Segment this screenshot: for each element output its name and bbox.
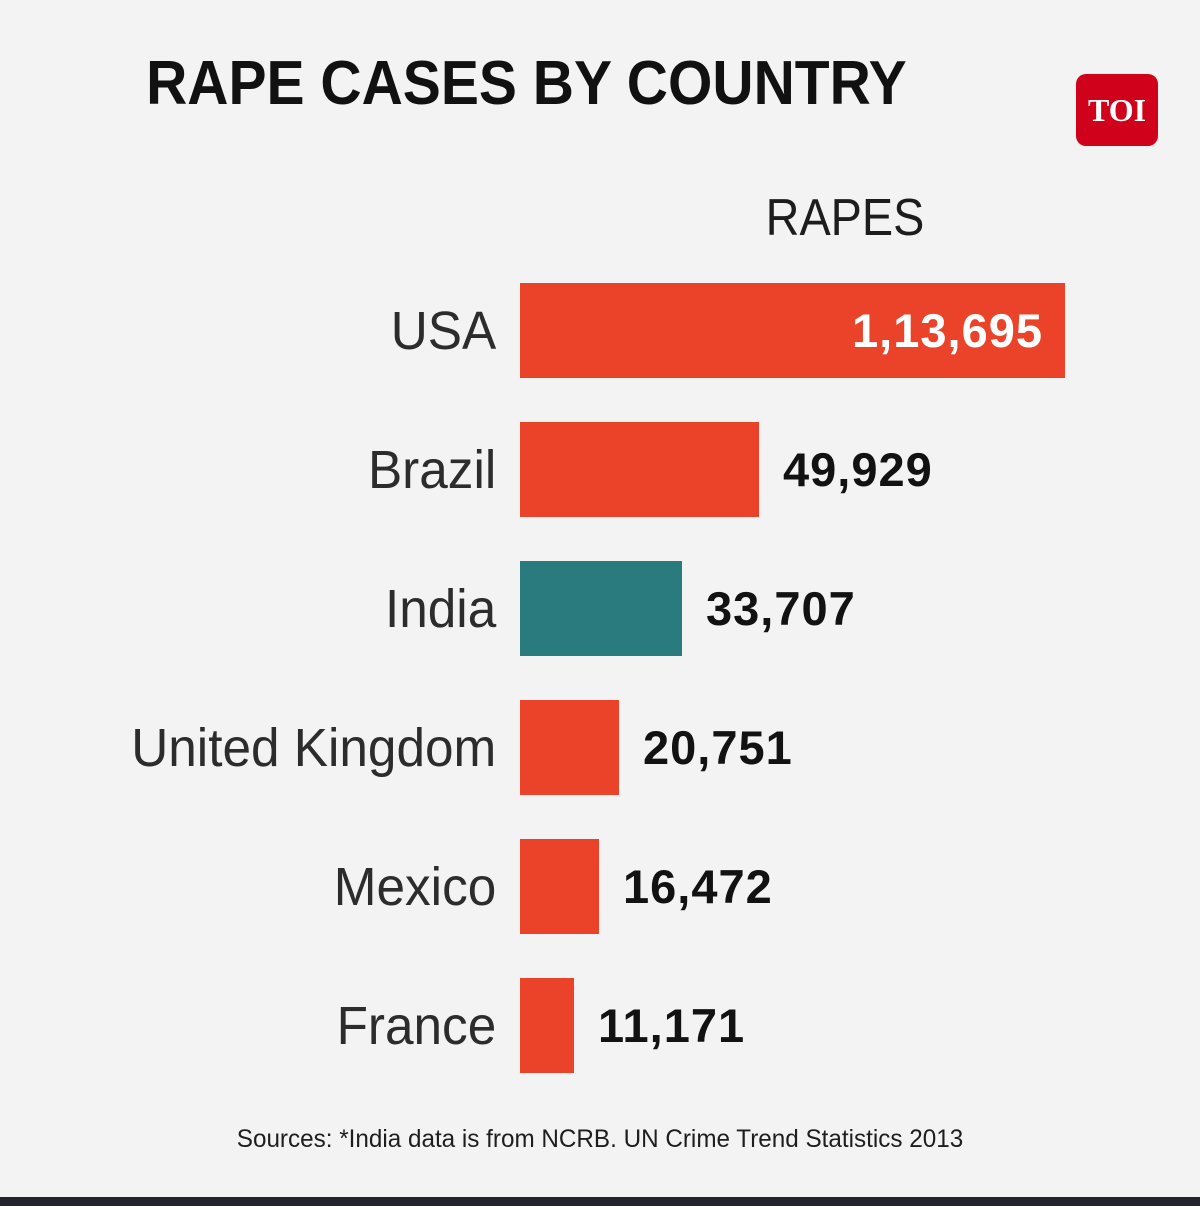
bar-value: 49,929 (783, 443, 933, 496)
bar-row: Mexico 16,472 (0, 839, 1200, 934)
bar-row: United Kingdom 20,751 (0, 700, 1200, 795)
toi-logo-text: TOI (1087, 91, 1147, 128)
bar-value: 11,171 (598, 999, 746, 1052)
bar-row: Brazil 49,929 (0, 422, 1200, 517)
bar-label: Mexico (333, 856, 497, 917)
bar (520, 561, 682, 656)
bar-row: India 33,707 (0, 561, 1200, 656)
bar (520, 422, 759, 517)
bar-row: France 11,171 (0, 978, 1200, 1073)
bar-value: 20,751 (643, 721, 793, 774)
page-title: RAPE CASES BY COUNTRY (146, 49, 907, 118)
bar-label: Brazil (367, 439, 497, 500)
source-note: Sources: *India data is from NCRB. UN Cr… (236, 1125, 964, 1153)
bar-label: France (336, 995, 497, 1056)
bar-chart: USA 1,13,695 Brazil 49,929 India 33,707 … (0, 283, 1200, 1073)
bar-row: USA 1,13,695 (0, 283, 1200, 378)
bar-label: United Kingdom (131, 717, 497, 778)
bar-label: USA (390, 300, 497, 361)
bar (520, 978, 574, 1073)
bar: 1,13,695 (520, 283, 1065, 378)
footer-strip (0, 1197, 1200, 1206)
toi-logo: TOI (1076, 74, 1158, 146)
bar (520, 839, 599, 934)
bar-label: India (384, 578, 497, 639)
bar (520, 700, 619, 795)
column-header-rapes: RAPES (765, 189, 925, 247)
bar-value: 1,13,695 (852, 304, 1043, 357)
bar-value: 33,707 (706, 582, 856, 635)
bar-value: 16,472 (623, 860, 773, 913)
